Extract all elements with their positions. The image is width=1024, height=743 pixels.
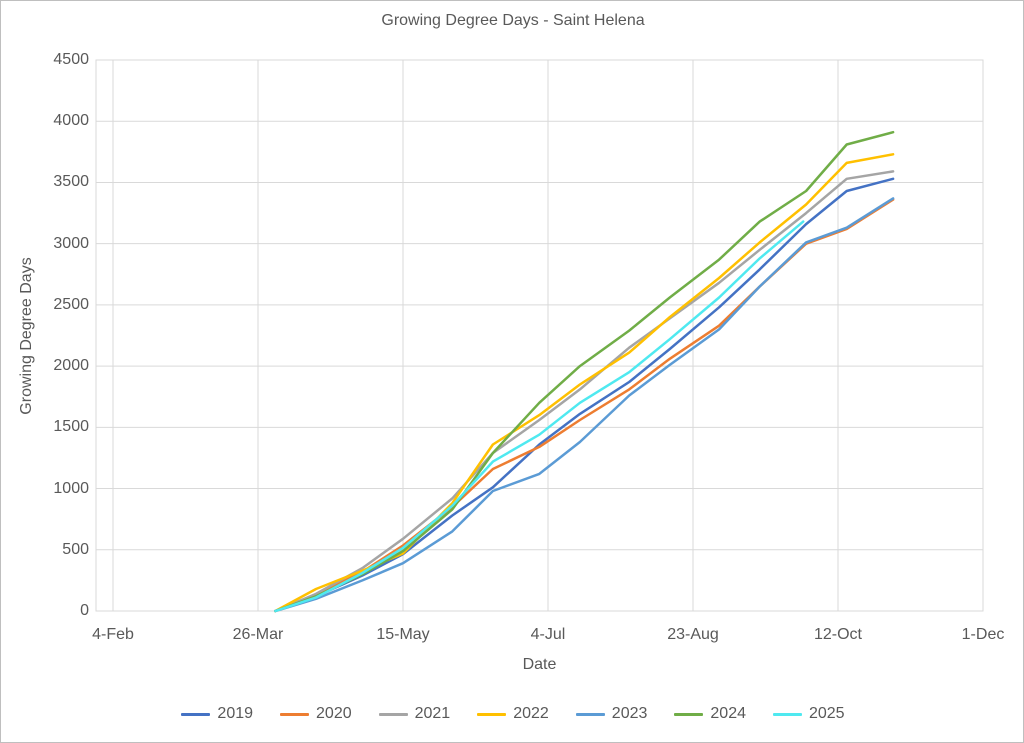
y-tick-label: 0	[80, 602, 89, 619]
y-axis-title: Growing Degree Days	[18, 257, 35, 415]
legend-item-2023: 2023	[575, 705, 648, 723]
series-line-2023	[274, 197, 895, 613]
x-tick-label: 4-Feb	[92, 626, 134, 643]
y-tick-label: 500	[62, 540, 89, 558]
legend-swatch-2023	[575, 712, 605, 716]
legend-swatch-2025	[772, 712, 802, 716]
x-tick-label: 12-Oct	[813, 626, 862, 643]
legend-label: 2025	[808, 705, 845, 722]
legend-item-2020: 2020	[280, 705, 352, 723]
x-tick-label: 15-May	[376, 626, 430, 643]
y-tick-label: 3500	[53, 173, 89, 191]
legend-label: 2021	[414, 705, 451, 722]
legend-item-2025: 2025	[772, 705, 845, 723]
x-tick-label: 23-Aug	[667, 626, 719, 643]
y-tick-label: 2000	[53, 357, 89, 375]
legend-swatch-2022	[477, 712, 507, 716]
series-line-2019	[274, 177, 895, 613]
legend-swatch-2020	[280, 712, 310, 716]
legend-label: 2022	[513, 705, 549, 722]
y-tick-label: 2500	[53, 295, 89, 313]
series-line-2025	[274, 220, 805, 613]
y-tick-label: 3000	[53, 234, 89, 252]
x-tick-label: 4-Jul	[530, 626, 566, 643]
y-tick-label: 1500	[53, 418, 89, 436]
legend-swatch-2019	[181, 712, 211, 716]
legend-item-2019: 2019	[181, 705, 253, 723]
legend-label: 2020	[316, 705, 352, 722]
series-line-2024	[274, 130, 895, 613]
series-line-2021	[274, 170, 895, 613]
legend-label: 2019	[217, 705, 254, 722]
y-tick-label: 4500	[53, 51, 89, 68]
plot-border	[95, 59, 984, 612]
legend: 2019 2020 2021 2022 2023 2024 2025	[1, 705, 1023, 723]
legend-item-2021: 2021	[378, 705, 451, 723]
chart-title: Growing Degree Days - Saint Helena	[381, 12, 645, 29]
y-tick-label: 1000	[53, 479, 89, 497]
y-tick-label: 4000	[53, 112, 89, 130]
legend-swatch-2021	[378, 712, 408, 716]
legend-item-2024: 2024	[674, 705, 746, 723]
x-axis-title: Date	[522, 656, 557, 673]
legend-swatch-2024	[674, 712, 704, 716]
legend-label: 2024	[710, 705, 746, 722]
legend-item-2022: 2022	[477, 705, 549, 723]
x-tick-label: 26-Mar	[232, 626, 284, 643]
legend-label: 2023	[611, 705, 648, 722]
x-tick-label: 1-Dec	[961, 626, 1005, 643]
